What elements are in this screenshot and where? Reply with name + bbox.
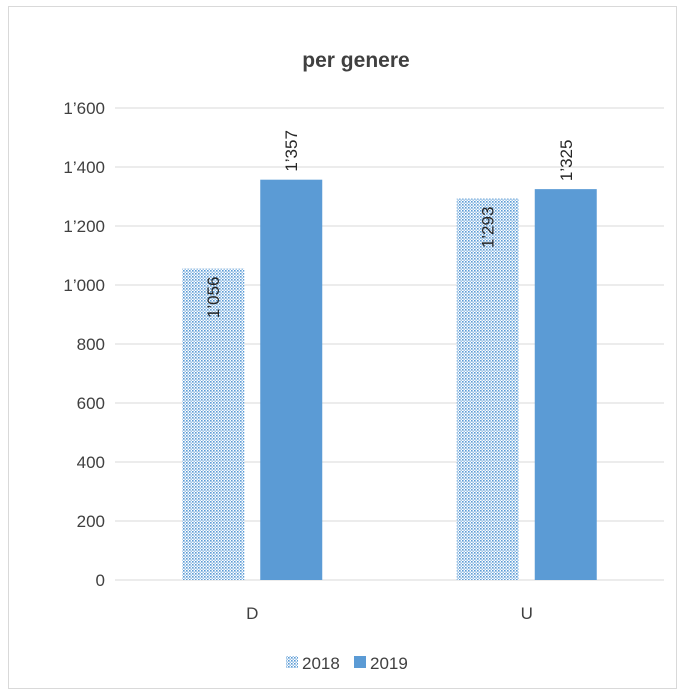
bar-2018-U (456, 198, 519, 580)
bar-2019-D (260, 179, 323, 580)
bars (182, 179, 597, 580)
y-tick-label: 400 (77, 453, 105, 472)
y-tick-label: 200 (77, 512, 105, 531)
legend-swatch-2019 (354, 656, 366, 668)
x-tick-label-U: U (521, 604, 533, 623)
y-tick-label: 1’000 (63, 276, 105, 295)
data-label-2019-D: 1’357 (282, 130, 301, 172)
legend-swatch-2018 (286, 656, 298, 668)
y-tick-label: 600 (77, 394, 105, 413)
bar-2019-U (534, 189, 597, 580)
legend-label-2018: 2018 (302, 654, 340, 673)
y-tick-label: 1’600 (63, 99, 105, 118)
y-tick-label: 800 (77, 335, 105, 354)
x-tick-label-D: D (246, 604, 258, 623)
chart-title: per genere (302, 49, 409, 72)
data-label-2018-U: 1’293 (479, 207, 498, 249)
legend: 2018 2019 (286, 654, 408, 673)
data-labels: 1’056 1’357 1’293 1’325 (204, 130, 576, 318)
y-axis-tick-labels: 0 200 400 600 800 1’000 1’200 1’400 1’600 (63, 99, 105, 590)
legend-label-2019: 2019 (370, 654, 408, 673)
y-tick-label: 0 (96, 571, 105, 590)
data-label-2018-D: 1’056 (204, 276, 223, 318)
bar-2018-D (182, 268, 245, 580)
y-tick-label: 1’400 (63, 158, 105, 177)
y-tick-label: 1’200 (63, 217, 105, 236)
data-label-2019-U: 1’325 (557, 140, 576, 182)
